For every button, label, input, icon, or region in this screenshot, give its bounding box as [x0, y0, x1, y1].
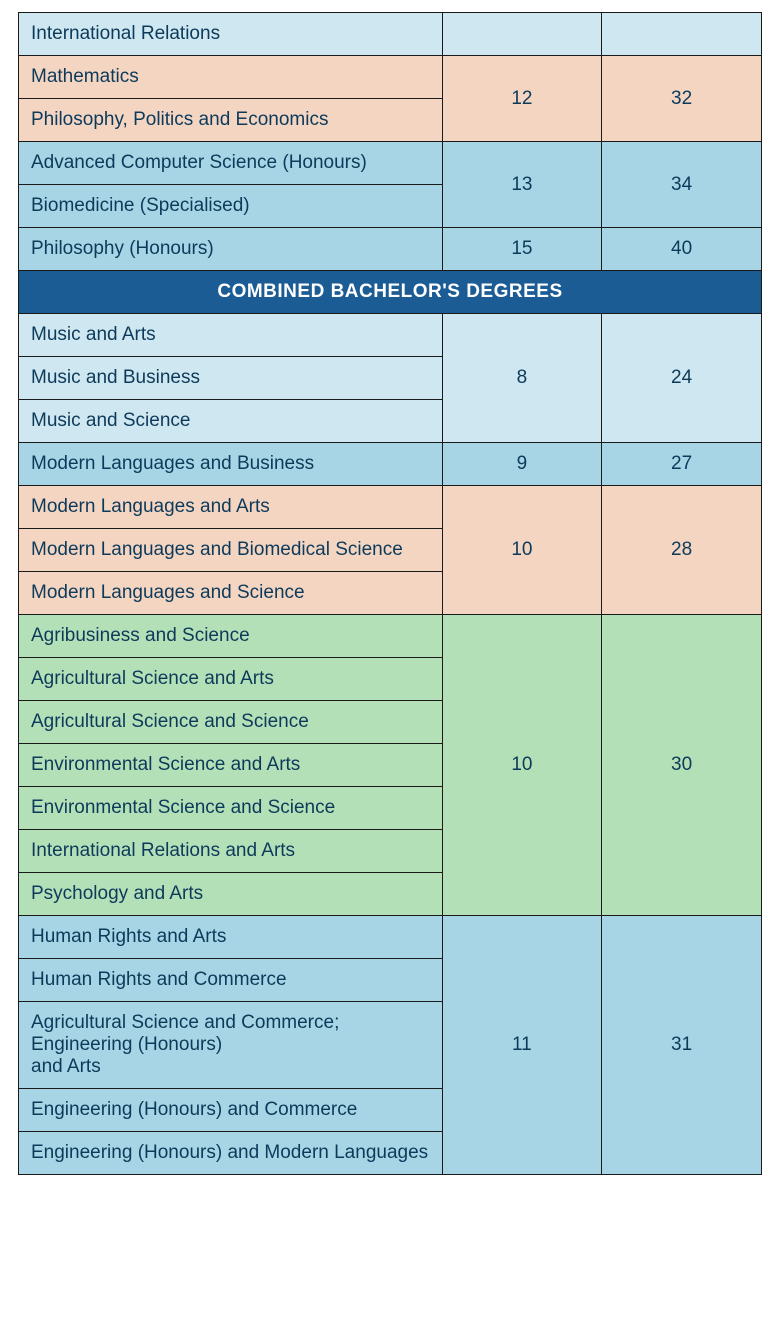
value-cell-1	[442, 13, 602, 56]
degree-table: International RelationsMathematics1232Ph…	[18, 12, 762, 1175]
table-row: Philosophy (Honours)1540	[19, 228, 762, 271]
program-cell: Music and Business	[19, 357, 443, 400]
program-cell: Music and Science	[19, 400, 443, 443]
program-cell: Agricultural Science and Science	[19, 701, 443, 744]
value-cell-2: 27	[602, 443, 762, 486]
value-cell-2: 32	[602, 56, 762, 142]
program-cell: Modern Languages and Science	[19, 572, 443, 615]
table-row: Advanced Computer Science (Honours)1334	[19, 142, 762, 185]
value-cell-1: 11	[442, 916, 602, 1175]
table-row: Modern Languages and Business927	[19, 443, 762, 486]
program-cell: Biomedicine (Specialised)	[19, 185, 443, 228]
value-cell-2	[602, 13, 762, 56]
section-header: COMBINED BACHELOR'S DEGREES	[19, 271, 762, 314]
value-cell-2: 24	[602, 314, 762, 443]
table-row: International Relations	[19, 13, 762, 56]
table-row: Human Rights and Arts1131	[19, 916, 762, 959]
value-cell-1: 8	[442, 314, 602, 443]
program-cell: Agricultural Science and Commerce; Engin…	[19, 1002, 443, 1089]
value-cell-1: 15	[442, 228, 602, 271]
program-cell: Environmental Science and Arts	[19, 744, 443, 787]
program-cell: Philosophy, Politics and Economics	[19, 99, 443, 142]
program-cell: Agribusiness and Science	[19, 615, 443, 658]
program-cell: Modern Languages and Business	[19, 443, 443, 486]
table-row: Music and Arts824	[19, 314, 762, 357]
program-cell: Modern Languages and Biomedical Science	[19, 529, 443, 572]
program-cell: Mathematics	[19, 56, 443, 99]
value-cell-1: 9	[442, 443, 602, 486]
program-cell: International Relations and Arts	[19, 830, 443, 873]
value-cell-1: 13	[442, 142, 602, 228]
value-cell-1: 12	[442, 56, 602, 142]
program-cell: Human Rights and Arts	[19, 916, 443, 959]
program-cell: Engineering (Honours) and Commerce	[19, 1089, 443, 1132]
program-cell: Human Rights and Commerce	[19, 959, 443, 1002]
program-cell: Philosophy (Honours)	[19, 228, 443, 271]
value-cell-2: 30	[602, 615, 762, 916]
value-cell-2: 28	[602, 486, 762, 615]
value-cell-2: 34	[602, 142, 762, 228]
value-cell-2: 31	[602, 916, 762, 1175]
table-row: Agribusiness and Science1030	[19, 615, 762, 658]
program-cell: Music and Arts	[19, 314, 443, 357]
table-row: Mathematics1232	[19, 56, 762, 99]
program-cell: Agricultural Science and Arts	[19, 658, 443, 701]
value-cell-1: 10	[442, 486, 602, 615]
program-cell: International Relations	[19, 13, 443, 56]
program-cell: Modern Languages and Arts	[19, 486, 443, 529]
value-cell-2: 40	[602, 228, 762, 271]
degree-table-body: International RelationsMathematics1232Ph…	[19, 13, 762, 1175]
value-cell-1: 10	[442, 615, 602, 916]
program-cell: Engineering (Honours) and Modern Languag…	[19, 1132, 443, 1175]
program-cell: Advanced Computer Science (Honours)	[19, 142, 443, 185]
program-cell: Psychology and Arts	[19, 873, 443, 916]
table-row: Modern Languages and Arts1028	[19, 486, 762, 529]
program-cell: Environmental Science and Science	[19, 787, 443, 830]
